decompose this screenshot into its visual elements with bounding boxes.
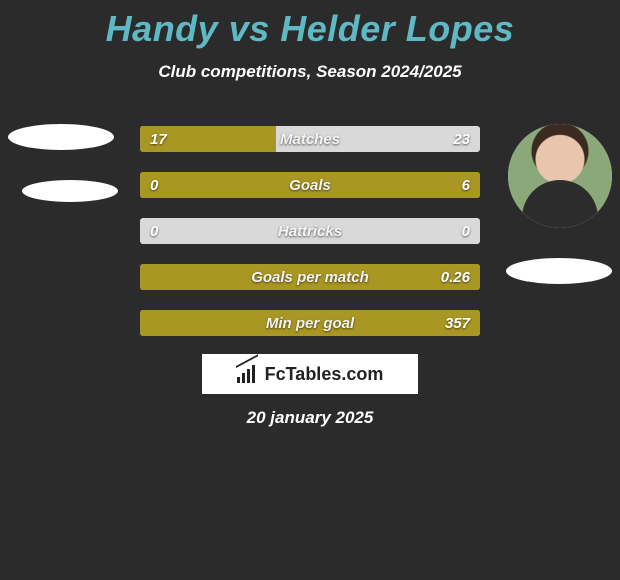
stat-row: Goals0 6 xyxy=(140,172,480,198)
brand-text: FcTables.com xyxy=(265,364,384,385)
stat-value-left: 0 xyxy=(150,218,158,244)
stat-value-right: 23 xyxy=(453,126,470,152)
stat-row: Goals per match0.26 xyxy=(140,264,480,290)
stat-value-left: 0 xyxy=(150,172,158,198)
stat-label: Goals per match xyxy=(140,264,480,290)
avatar-right xyxy=(508,124,612,228)
chart-icon xyxy=(237,365,259,383)
stat-bars: Matches1723Goals06Hattricks00Goals per m… xyxy=(140,126,480,356)
stat-row: Hattricks0 0 xyxy=(140,218,480,244)
stat-value-right: 0 xyxy=(462,218,470,244)
stat-row: Matches17 23 xyxy=(140,126,480,152)
avatar-left-placeholder-1 xyxy=(8,124,114,150)
avatar-left-placeholder-2 xyxy=(22,180,118,202)
stat-value-right: 357 xyxy=(445,310,470,336)
stat-label: Matches xyxy=(140,126,480,152)
stat-label: Hattricks xyxy=(140,218,480,244)
stat-row: Min per goal357 xyxy=(140,310,480,336)
date-label: 20 january 2025 xyxy=(0,408,620,428)
stat-label: Min per goal xyxy=(140,310,480,336)
stat-value-right: 0.26 xyxy=(441,264,470,290)
page-title: Handy vs Helder Lopes xyxy=(0,0,620,50)
stat-value-left: 17 xyxy=(150,126,167,152)
stat-value-right: 6 xyxy=(462,172,470,198)
stat-label: Goals xyxy=(140,172,480,198)
avatar-right-placeholder xyxy=(506,258,612,284)
subtitle: Club competitions, Season 2024/2025 xyxy=(0,62,620,82)
brand-box: FcTables.com xyxy=(202,354,418,394)
